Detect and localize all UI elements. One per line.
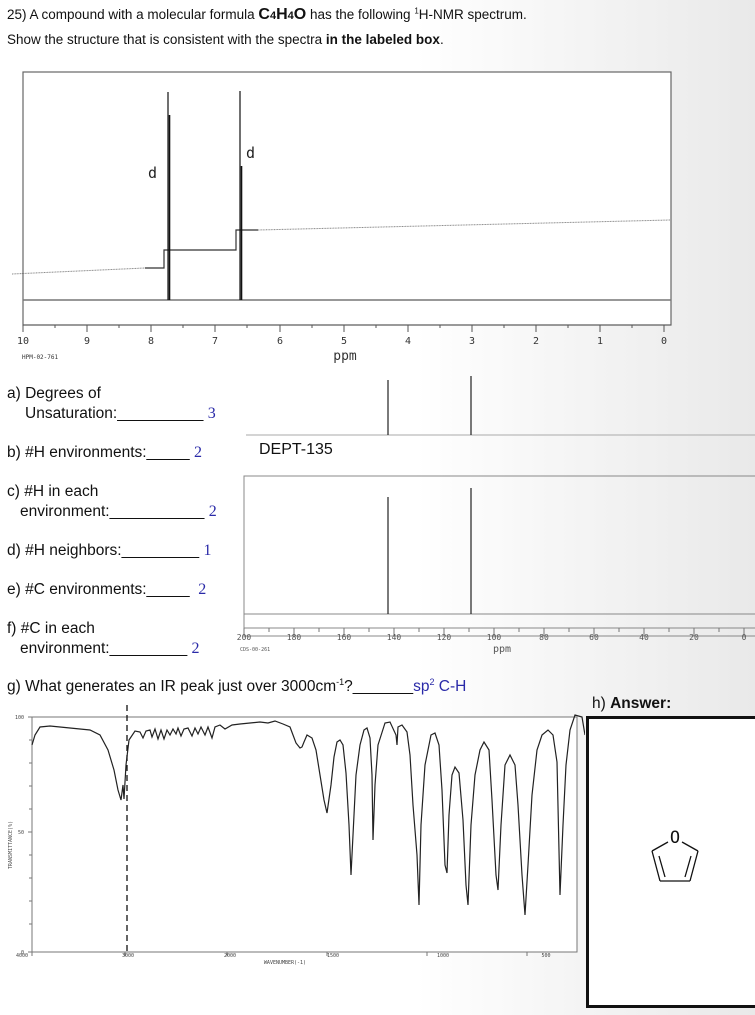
h-nmr-spectrum: d d 10 9 8 7 6 5 4 3 2 1 0 HPM-02-761 pp… xyxy=(11,71,672,364)
svg-text:5: 5 xyxy=(341,336,347,347)
svg-text:120: 120 xyxy=(437,633,452,642)
svg-text:140: 140 xyxy=(387,633,402,642)
answer-a: 3 xyxy=(207,405,216,422)
c-nmr-spectrum-id: CDS-00-261 xyxy=(240,647,270,653)
svg-text:80: 80 xyxy=(539,633,549,642)
question-header-line1: 25) A compound with a molecular formula … xyxy=(7,6,527,23)
svg-text:4: 4 xyxy=(405,336,411,347)
svg-text:0: 0 xyxy=(742,633,747,642)
question-f: f) #C in each environment:_________ 2 xyxy=(7,620,200,657)
h-nmr-axis-label: ppm xyxy=(333,349,357,364)
answer-d: 1 xyxy=(203,542,212,559)
svg-text:0: 0 xyxy=(21,950,24,956)
svg-text:1500: 1500 xyxy=(327,953,339,959)
svg-text:20: 20 xyxy=(689,633,699,642)
svg-text:3000: 3000 xyxy=(122,953,134,959)
question-d: d) #H neighbors:_________ 1 xyxy=(7,542,212,559)
svg-text:8: 8 xyxy=(148,336,154,347)
question-e: e) #C environments:_____ 2 xyxy=(7,581,207,598)
svg-text:1000: 1000 xyxy=(437,953,449,959)
answer-b: 2 xyxy=(193,444,202,461)
question-number: 25) xyxy=(7,7,27,22)
ir-x-axis-label: WAVENUMBER(-1) xyxy=(264,960,306,966)
svg-text:100: 100 xyxy=(15,715,24,721)
svg-text:50: 50 xyxy=(18,830,24,836)
svg-text:7: 7 xyxy=(212,336,218,347)
svg-text:0: 0 xyxy=(661,336,667,347)
ir-y-axis-label: TRANSMITTANCE(%) xyxy=(8,821,14,869)
svg-text:200: 200 xyxy=(237,633,252,642)
answer-c: 2 xyxy=(208,503,217,520)
ir-spectrum: 100 50 0 TRANSMITTANCE(%) 4000 3000 2000… xyxy=(8,705,585,966)
svg-text:10: 10 xyxy=(17,336,29,347)
question-h-label: h) Answer: xyxy=(592,695,672,712)
dept-135-label: DEPT-135 xyxy=(259,441,333,458)
answer-g: sp2 C-H xyxy=(413,677,467,696)
c-nmr-spectra: 200 180 160 140 120 100 80 60 40 20 0 CD… xyxy=(237,376,755,655)
svg-text:1: 1 xyxy=(597,336,603,347)
h-nmr-spectrum-id: HPM-02-761 xyxy=(22,354,59,361)
svg-text:60: 60 xyxy=(589,633,599,642)
question-header-line2: Show the structure that is consistent wi… xyxy=(7,32,444,47)
svg-text:2: 2 xyxy=(533,336,539,347)
svg-text:6: 6 xyxy=(277,336,283,347)
svg-text:2000: 2000 xyxy=(224,953,236,959)
answer-f: 2 xyxy=(191,640,200,657)
molecular-formula: C4H4O xyxy=(258,6,307,23)
question-a: a) Degrees of Unsaturation:__________ 3 xyxy=(7,385,216,422)
svg-text:3: 3 xyxy=(469,336,475,347)
svg-text:180: 180 xyxy=(287,633,302,642)
svg-text:100: 100 xyxy=(487,633,502,642)
answer-e: 2 xyxy=(198,581,207,598)
answer-box: O xyxy=(586,716,755,1008)
furan-structure: O xyxy=(651,828,699,882)
question-g: g) What generates an IR peak just over 3… xyxy=(7,677,467,696)
svg-text:500: 500 xyxy=(541,953,550,959)
svg-text:9: 9 xyxy=(84,336,90,347)
c-nmr-axis-label: ppm xyxy=(493,644,511,655)
multiplicity-label-2: d xyxy=(246,144,255,162)
oxygen-atom-label: O xyxy=(670,828,680,848)
multiplicity-label-1: d xyxy=(148,164,157,182)
question-b: b) #H environments:_____ 2 xyxy=(7,444,202,461)
svg-text:4000: 4000 xyxy=(16,953,28,959)
svg-text:160: 160 xyxy=(337,633,352,642)
question-c: c) #H in each environment:___________ 2 xyxy=(7,483,217,520)
svg-text:40: 40 xyxy=(639,633,649,642)
